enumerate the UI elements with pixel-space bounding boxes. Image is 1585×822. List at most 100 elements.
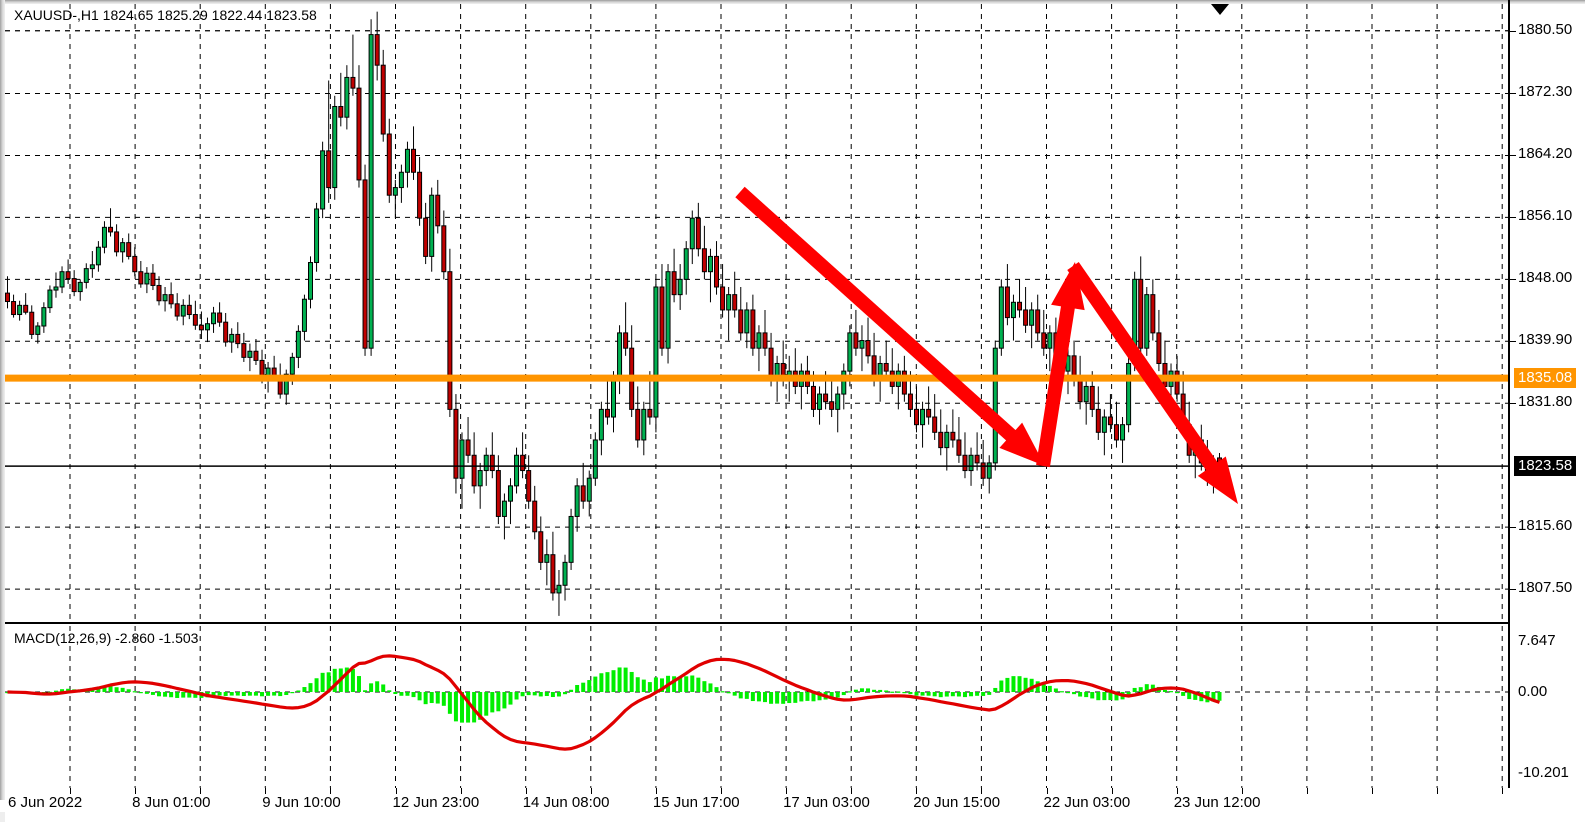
candle-body bbox=[756, 332, 762, 349]
macd-histogram-bar bbox=[999, 680, 1004, 692]
macd-histogram-bar bbox=[563, 692, 568, 695]
macd-tick-label: 7.647 bbox=[1518, 632, 1556, 649]
macd-histogram-bar bbox=[229, 692, 234, 696]
candle-body bbox=[556, 584, 562, 594]
candle-body bbox=[926, 408, 932, 418]
macd-histogram-bar bbox=[163, 692, 168, 697]
macd-histogram-bar bbox=[690, 675, 695, 692]
macd-histogram-bar bbox=[1102, 692, 1107, 701]
candle-body bbox=[501, 500, 507, 517]
macd-histogram-bar bbox=[187, 692, 192, 698]
price-chart-canvas[interactable] bbox=[5, 4, 1510, 622]
macd-histogram-bar bbox=[1187, 692, 1192, 700]
price-scale[interactable]: 1880.50 1872.30 1864.20 1856.10 1848.00 1839.… bbox=[1510, 4, 1585, 790]
macd-histogram-bar bbox=[841, 692, 846, 696]
time-scale[interactable]: 6 Jun 2022 8 Jun 01:00 9 Jun 10:00 12 Jun 2… bbox=[5, 788, 1585, 822]
macd-histogram-bar bbox=[811, 692, 816, 702]
candle-body bbox=[750, 309, 756, 349]
candle-body bbox=[768, 347, 774, 380]
candle-body bbox=[883, 362, 889, 372]
macd-histogram-bar bbox=[1211, 692, 1216, 702]
macd-histogram-bar bbox=[938, 692, 943, 698]
candle-body bbox=[465, 439, 471, 456]
price-tick bbox=[1510, 93, 1516, 95]
time-axis-label: 6 Jun 2022 bbox=[8, 794, 83, 811]
candle-body bbox=[671, 271, 677, 296]
macd-histogram-bar bbox=[617, 667, 622, 692]
symbol-header: XAUUSD-,H1 1824.65 1825.29 1822.44 1823.… bbox=[14, 7, 317, 23]
candle-body bbox=[150, 272, 156, 286]
candle-body bbox=[283, 373, 289, 395]
candle-body bbox=[592, 439, 598, 479]
time-tick bbox=[395, 788, 397, 794]
macd-histogram-bar bbox=[235, 692, 240, 696]
pane-divider bbox=[5, 622, 1515, 624]
macd-histogram-bar bbox=[1072, 692, 1077, 695]
macd-histogram-bar bbox=[623, 667, 628, 692]
time-axis-label: 15 Jun 17:00 bbox=[652, 794, 740, 811]
price-tick bbox=[1510, 30, 1516, 32]
candle-body bbox=[641, 408, 647, 441]
candle-body bbox=[47, 289, 53, 309]
candle-body bbox=[1150, 294, 1156, 334]
macd-histogram-bar bbox=[181, 692, 186, 698]
macd-histogram-bar bbox=[478, 692, 483, 720]
macd-histogram-bar bbox=[859, 688, 864, 692]
candle-body bbox=[914, 408, 919, 426]
macd-histogram-bar bbox=[944, 692, 949, 697]
candle-body bbox=[380, 64, 386, 135]
candle-body bbox=[417, 171, 423, 219]
price-tick bbox=[1510, 527, 1516, 529]
macd-histogram-bar bbox=[672, 676, 677, 692]
macd-histogram-bar bbox=[805, 692, 810, 701]
macd-histogram-bar bbox=[526, 692, 531, 696]
macd-histogram-bar bbox=[744, 692, 749, 699]
time-axis-label: 8 Jun 01:00 bbox=[132, 794, 211, 811]
macd-indicator-pane[interactable] bbox=[5, 626, 1510, 788]
candle-body bbox=[732, 294, 738, 311]
candle-body bbox=[841, 370, 847, 395]
macd-histogram-bar bbox=[144, 692, 149, 694]
candle-body bbox=[1089, 385, 1095, 410]
candle-body bbox=[950, 431, 956, 441]
macd-histogram-bar bbox=[1084, 692, 1089, 698]
candle-body bbox=[544, 554, 550, 563]
macd-histogram-bar bbox=[169, 692, 174, 698]
macd-histogram-bar bbox=[920, 692, 925, 696]
macd-histogram-bar bbox=[720, 691, 725, 693]
macd-histogram-bar bbox=[556, 692, 561, 697]
candle-body bbox=[180, 304, 186, 317]
candle-body bbox=[271, 367, 277, 377]
macd-histogram-bar bbox=[726, 692, 731, 694]
macd-histogram-bar bbox=[381, 684, 386, 692]
candle-body bbox=[59, 271, 65, 288]
price-tick-label: 1807.50 bbox=[1518, 579, 1573, 597]
candle-body bbox=[647, 408, 653, 418]
candle-body bbox=[162, 294, 168, 302]
time-tick bbox=[200, 788, 202, 794]
time-axis-label: 17 Jun 03:00 bbox=[783, 794, 870, 811]
downtrend-arrow-1 bbox=[735, 186, 1045, 466]
candle-body bbox=[707, 255, 713, 273]
macd-histogram-bar bbox=[696, 677, 701, 692]
candle-body bbox=[932, 416, 938, 433]
uptrend-arrow bbox=[1036, 262, 1085, 468]
candle-body bbox=[459, 439, 465, 479]
macd-histogram-bar bbox=[1217, 692, 1222, 701]
candle-body bbox=[289, 356, 295, 375]
macd-histogram-bar bbox=[266, 692, 271, 696]
macd-histogram-bar bbox=[411, 692, 416, 698]
macd-histogram-bar bbox=[569, 689, 574, 692]
price-chart-pane[interactable] bbox=[5, 4, 1510, 622]
macd-histogram-bar bbox=[502, 692, 507, 709]
candle-body bbox=[374, 34, 380, 66]
macd-histogram-bar bbox=[332, 668, 337, 692]
macd-histogram-bar bbox=[714, 687, 719, 692]
time-tick bbox=[916, 788, 918, 794]
macd-histogram-bar bbox=[520, 692, 525, 697]
price-tick-label: 1864.20 bbox=[1518, 145, 1573, 163]
candle-body bbox=[532, 500, 538, 533]
macd-chart-canvas[interactable] bbox=[5, 626, 1510, 788]
candle-body bbox=[223, 321, 229, 343]
candle-body bbox=[829, 401, 835, 410]
